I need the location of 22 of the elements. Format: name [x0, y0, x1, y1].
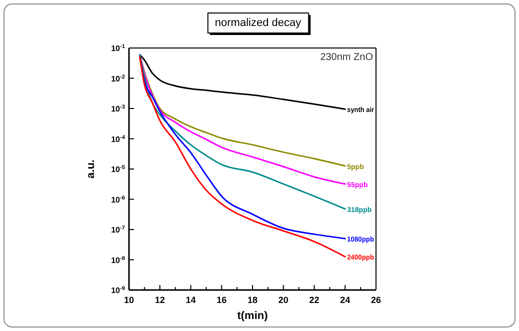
y-tick-label: 10$^{-7}$ — [111, 226, 125, 234]
y-tick-label: 10$^{-2}$ — [111, 74, 125, 84]
y-tick-label: 10$^{-5}$ — [111, 165, 125, 174]
y-tick-label: 10$^{-1}$ — [111, 44, 125, 53]
annotation: 230nm ZnO — [320, 52, 374, 63]
x-tick-label: 20 — [278, 295, 288, 305]
x-tick-label: 18 — [247, 295, 258, 305]
x-tick-label: 10 — [124, 295, 134, 305]
x-axis-title: t(min) — [237, 310, 268, 322]
x-tick-label: 22 — [309, 295, 320, 305]
x-tick-label: 12 — [154, 295, 165, 305]
y-tick-label: 10$^{-8}$ — [111, 256, 125, 265]
x-tick-label: 26 — [370, 295, 382, 305]
y-tick-label: 10$^{-4}$ — [111, 134, 126, 144]
x-tick-label: 16 — [216, 295, 227, 305]
x-tick-label: 24 — [340, 295, 350, 305]
x-tick-label: 14 — [186, 295, 196, 305]
chart-title: normalized decay — [214, 17, 302, 29]
y-tick-label: 10$^{-6}$ — [111, 195, 125, 204]
y-tick-label: 10$^{-9}$ — [111, 286, 125, 295]
y-axis-title: a.u. — [85, 160, 97, 178]
y-tick-label: 10$^{-3}$ — [111, 104, 125, 114]
